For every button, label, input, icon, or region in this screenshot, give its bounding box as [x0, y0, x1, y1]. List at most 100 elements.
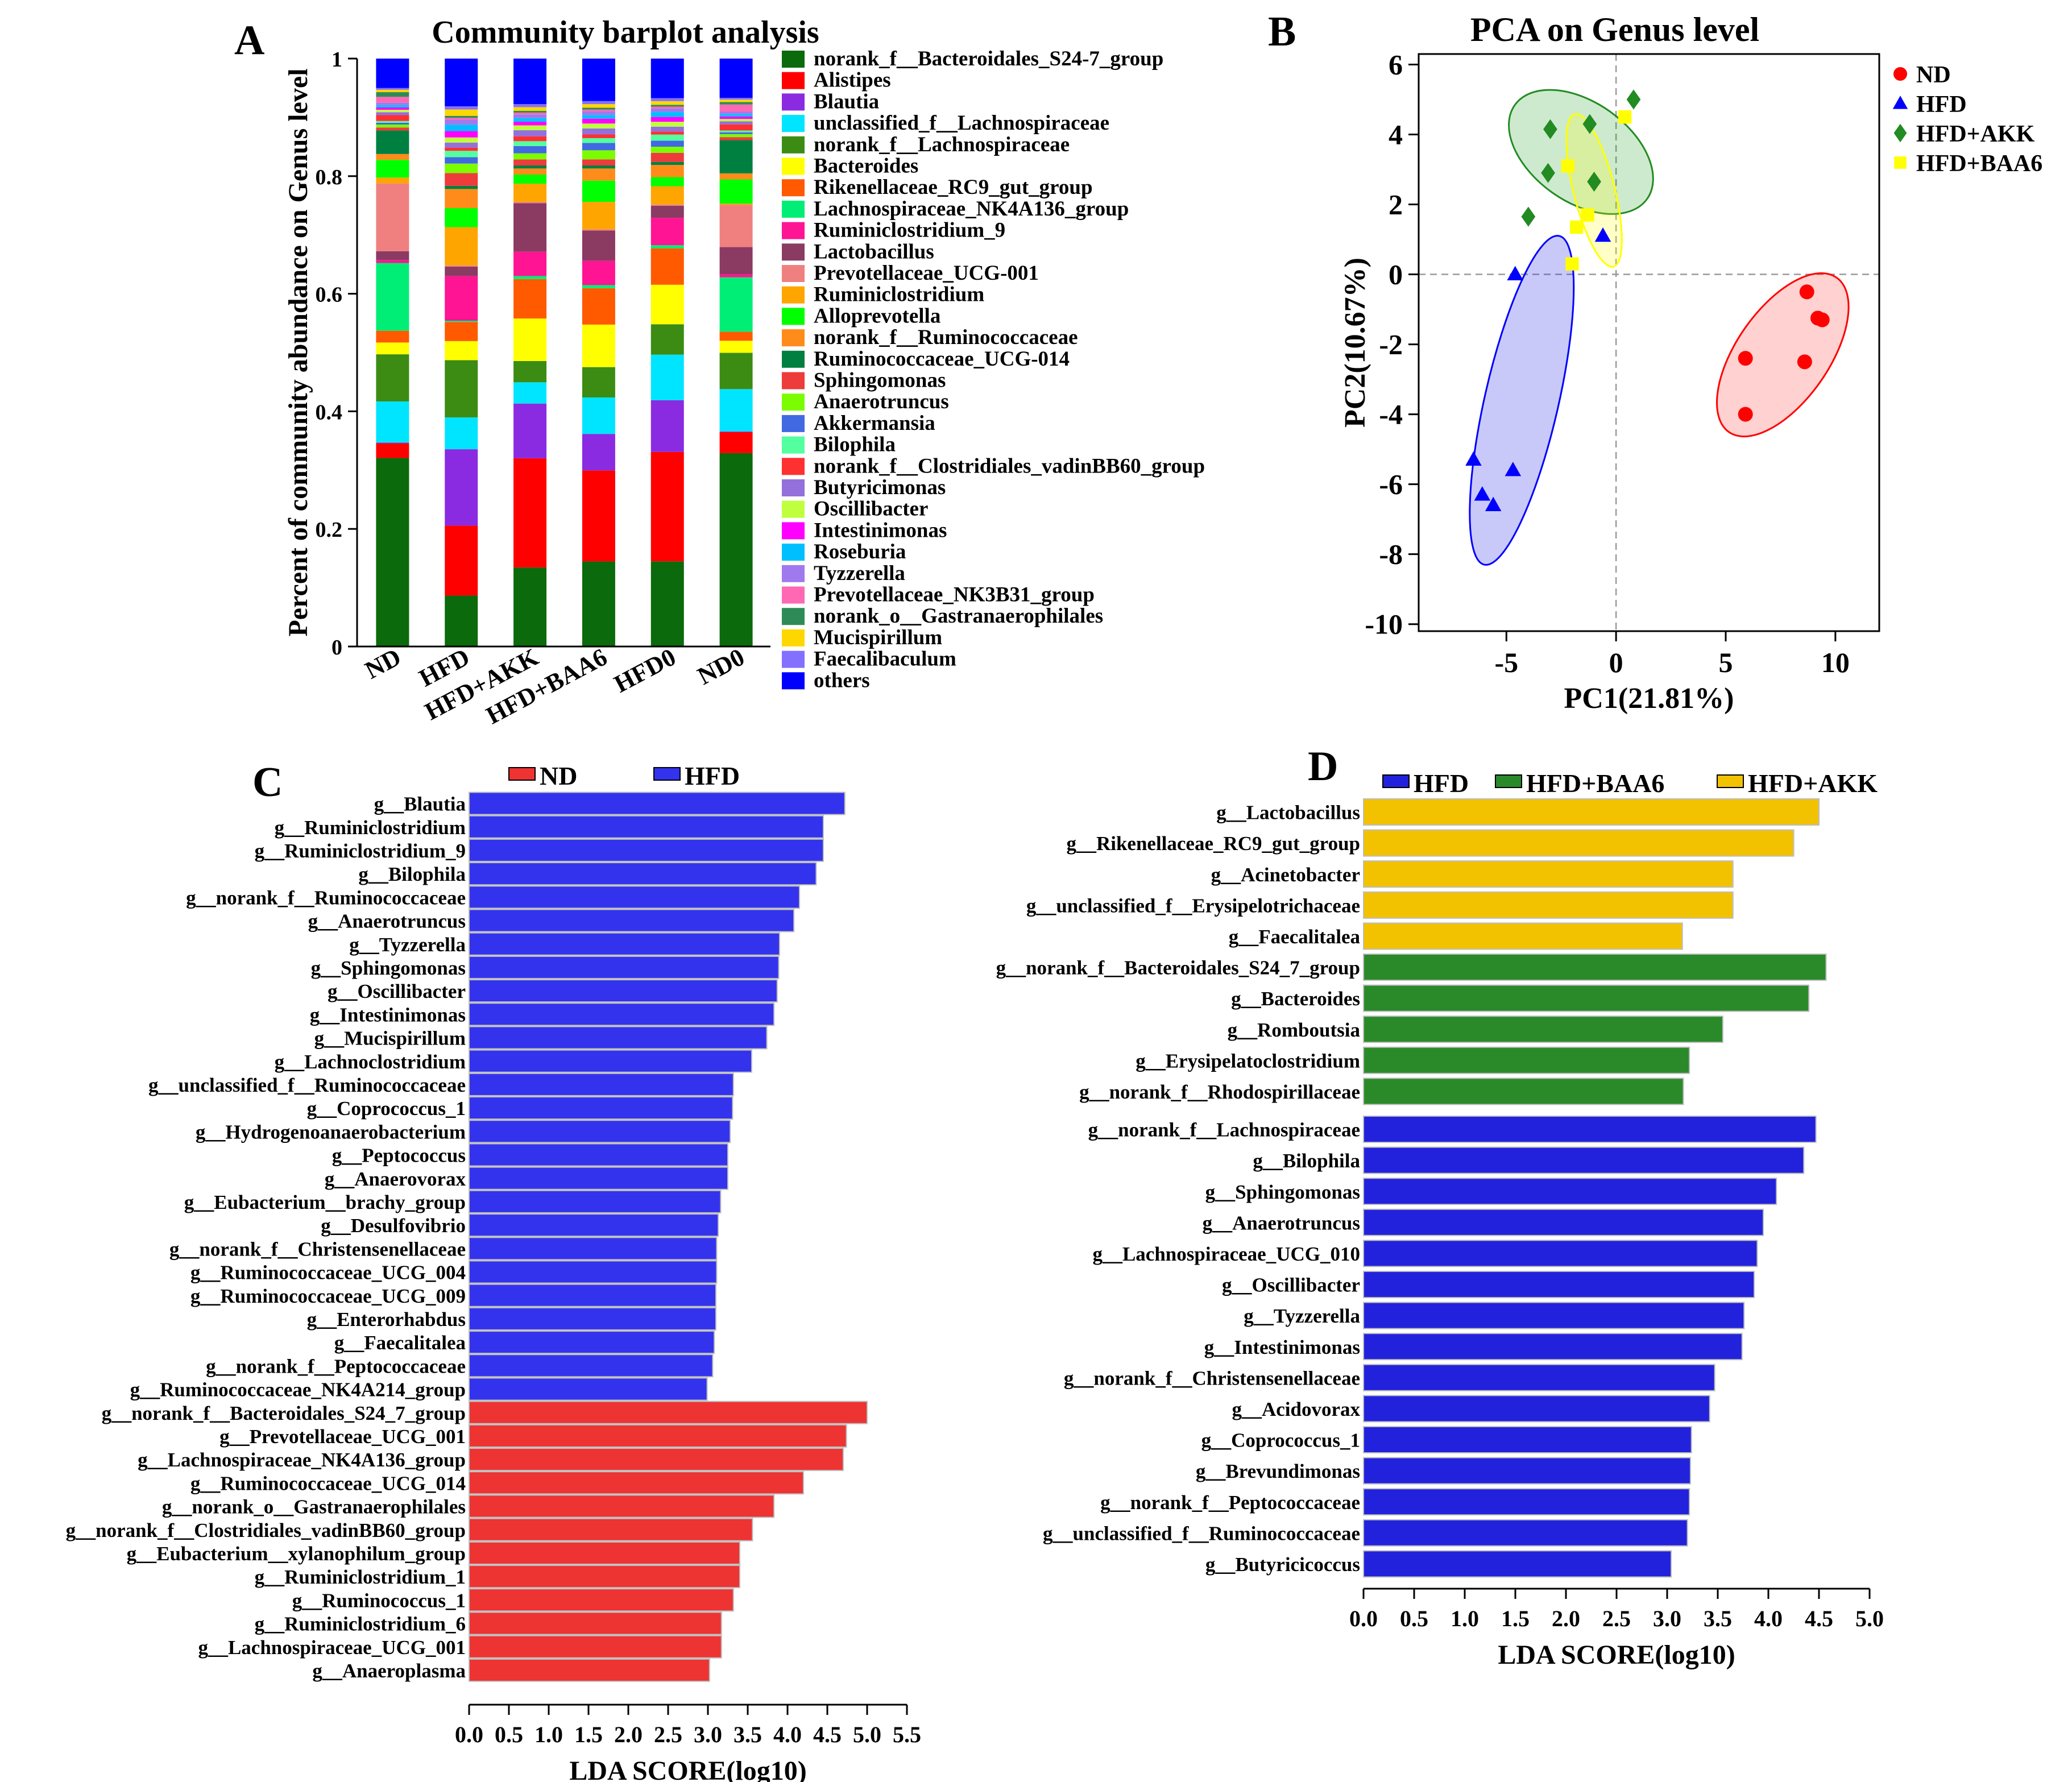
bar-segment-0-22 [376, 107, 409, 110]
bar-segment-5-27 [719, 100, 753, 102]
legend-label-1: HFD [685, 761, 740, 790]
bar-segment-3-0 [582, 561, 615, 647]
bar-label-11: g__Bilophila [1253, 1150, 1360, 1172]
bar-label-17: g__Eubacterium__brachy_group [184, 1191, 466, 1213]
point-2-0 [1543, 119, 1557, 139]
bar-segment-1-24 [445, 119, 478, 125]
bar-segment-4-24 [650, 108, 684, 113]
bar-label-18: g__Desulfovibrio [321, 1215, 466, 1237]
chart-b-plot: -5 0 5 10 6 4 2 0 -2 -4 -6 -8 -10 PC1(21.81%) PC2(10.6… [1339, 48, 1880, 715]
legend-label-2: HFD+AKK [1748, 769, 1878, 798]
y-tick-label-4: -2 [1379, 329, 1403, 360]
lda-bar-1 [1363, 829, 1795, 857]
lda-bar-31 [469, 1518, 753, 1541]
legend-label-11: Ruminiclostridium [814, 283, 984, 306]
confidence-ellipse-2 [1508, 89, 1654, 215]
bar-segment-2-24 [513, 114, 547, 118]
legend-swatch-23 [782, 544, 805, 561]
bar-label-20: g__Ruminococcaceae_UCG_004 [190, 1262, 466, 1284]
bar-segment-2-19 [513, 136, 547, 142]
lda-bar-18 [469, 1213, 719, 1237]
point-1-4 [1474, 486, 1491, 501]
legend-swatch-15 [782, 372, 805, 389]
legend-swatch-28 [782, 650, 805, 668]
legend-swatch-1 [1495, 774, 1522, 788]
legend-label-3: HFD+BAA6 [1916, 151, 2042, 177]
legend-label-17: Akkermansia [814, 412, 935, 435]
bar-segment-1-28 [445, 106, 478, 110]
bar-label-6: g__Bacteroides [1231, 988, 1360, 1010]
x-axis-label: PC1(21.81%) [1564, 682, 1734, 715]
bar-segment-3-27 [582, 104, 615, 108]
lda-bar-15 [469, 1143, 728, 1167]
legend-swatch-1 [782, 72, 805, 89]
bar-segment-4-29 [650, 59, 684, 98]
point-3-2 [1581, 208, 1594, 222]
bar-label-13: g__Anaerotruncus [1203, 1212, 1360, 1234]
bar-label-11: g__Lachnoclostridium [275, 1051, 466, 1073]
bar-segment-1-2 [445, 449, 478, 526]
legend-swatch-22 [782, 522, 805, 540]
lda-bar-0 [1363, 798, 1820, 826]
bar-segment-0-20 [376, 112, 409, 115]
x-tick-label-6: 3.0 [694, 1722, 722, 1747]
legend-label-5: Bacteroides [814, 155, 918, 178]
legend-label-1: Alistipes [814, 69, 891, 92]
legend-label-8: Ruminiclostridium_9 [814, 219, 1005, 242]
lda-bar-19 [1363, 1395, 1710, 1423]
legend-label-16: Anaerotruncus [814, 390, 949, 413]
legend-label-0: HFD [1414, 769, 1469, 798]
bar-segment-0-24 [376, 102, 409, 105]
y-tick-label-2: 2 [1389, 189, 1403, 221]
bar-label-13: g__Coprococcus_1 [307, 1097, 466, 1120]
lda-bar-21 [1363, 1457, 1691, 1485]
legend-swatch-6 [782, 179, 805, 197]
y-tick-label-4: 0.8 [316, 165, 343, 189]
bar-segment-4-9 [650, 205, 684, 218]
legend-label-9: Lactobacillus [814, 240, 934, 263]
bar-segment-3-5 [582, 324, 615, 367]
legend-swatch-25 [782, 586, 805, 604]
bar-label-15: g__Oscillibacter [1222, 1274, 1360, 1296]
x-tick-label-0: -5 [1494, 647, 1518, 678]
bar-segment-4-17 [650, 140, 684, 147]
bar-segment-1-21 [445, 137, 478, 143]
bar-segment-5-15 [719, 137, 753, 140]
bar-segment-0-0 [376, 458, 409, 647]
bar-segment-3-24 [582, 111, 615, 115]
point-2-2 [1626, 89, 1641, 110]
legend-marker-2 [1893, 123, 1907, 143]
legend-label-23: Roseburia [814, 540, 906, 563]
legend-label-12: Alloprevotella [814, 304, 940, 328]
chart-d-plot: g__Lactobacillus g__Rikenellaceae_RC9_gut… [996, 769, 1884, 1670]
bar-segment-4-0 [650, 561, 684, 647]
legend-label-1: HFD [1916, 92, 1967, 118]
bar-label-1: g__Ruminiclostridium [275, 817, 466, 839]
chart-c-plot: g__Blautiag__Ruminiclostridiumg__Ruminic… [66, 761, 921, 1782]
bar-label-29: g__Ruminococcaceae_UCG_014 [190, 1472, 466, 1494]
lda-bar-10 [469, 1026, 768, 1050]
bar-label-22: g__Enterorhabdus [307, 1308, 466, 1331]
bar-segment-4-2 [650, 400, 684, 452]
legend-label-19: norank_f__Clostridiales_vadinBB60_group [814, 454, 1205, 478]
legend-swatch-8 [782, 222, 805, 239]
bar-segment-0-15 [376, 127, 409, 131]
bar-segment-3-1 [582, 470, 615, 562]
x-tick-label-5: ND0 [693, 643, 749, 690]
x-tick-label-4: 2.0 [614, 1722, 643, 1747]
point-2-5 [1521, 206, 1536, 227]
bar-segment-0-1 [376, 443, 409, 458]
bar-label-16: g__Anaerovorax [325, 1168, 466, 1190]
bar-label-12: g__unclassified_f__Ruminococcaceae [148, 1074, 466, 1096]
legend-swatch-2 [782, 93, 805, 111]
x-tick-label-0: 0.0 [455, 1722, 483, 1747]
bar-segment-2-14 [513, 165, 547, 169]
legend-swatch-4 [782, 136, 805, 154]
bar-segment-4-4 [650, 324, 684, 355]
lda-bar-25 [469, 1377, 708, 1401]
legend-label-14: Ruminococcaceae_UCG-014 [814, 347, 1070, 371]
bar-segment-1-13 [445, 189, 478, 208]
bar-segment-5-6 [719, 331, 753, 341]
chart-a-legend: norank_f__Bacteroidales_S24-7_groupAlist… [782, 47, 1205, 692]
lda-bar-20 [469, 1260, 718, 1284]
